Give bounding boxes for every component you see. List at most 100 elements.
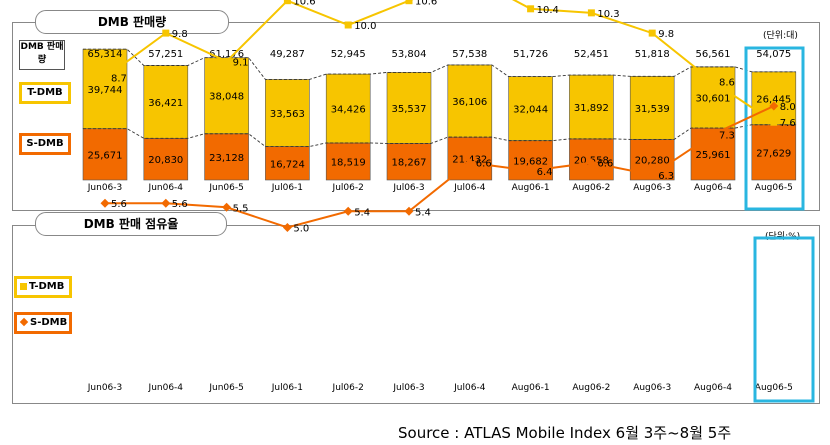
- sdmb-share-label: 6.6: [597, 159, 613, 170]
- sdmb-value-label: 18,267: [392, 158, 427, 169]
- x-tick-label: Jun06-3: [87, 183, 123, 193]
- sdmb-point: [647, 170, 657, 180]
- tdmb-point: [587, 9, 595, 17]
- tdmb-share-label: 9.1: [233, 57, 249, 68]
- tdmb-point: [223, 57, 231, 65]
- sdmb-share-label: 6.6: [476, 159, 492, 170]
- square-marker-icon: [20, 282, 27, 290]
- sdmb-value-label: 16,724: [270, 159, 305, 170]
- x-tick-label: Aug06-1: [512, 383, 550, 393]
- x-tick-label: Aug06-5: [755, 383, 793, 393]
- x-tick-label: Aug06-5: [755, 183, 793, 193]
- tdmb-value-label: 36,421: [148, 98, 183, 109]
- market-share-title: DMB 판매 점유율: [35, 212, 227, 236]
- market-share-panel: [12, 225, 820, 404]
- sdmb-share-label: 5.6: [172, 199, 188, 210]
- tdmb-share-label: 10.0: [354, 21, 376, 32]
- sdmb-share-label: 5.4: [415, 207, 431, 218]
- tdmb-bar: [690, 66, 736, 129]
- legend-sdmb-line: S-DMB: [14, 312, 72, 334]
- tdmb-share-label: 9.8: [658, 29, 674, 40]
- x-tick-label: Jul06-1: [271, 183, 303, 193]
- tdmb-value-label: 33,563: [270, 109, 305, 120]
- sdmb-point: [708, 129, 718, 139]
- x-tick-label: Aug06-2: [572, 183, 610, 193]
- sdmb-bar: [82, 128, 128, 181]
- tdmb-point: [709, 78, 717, 86]
- x-tick-label: Aug06-3: [633, 183, 671, 193]
- tdmb-share-label: 10.6: [293, 0, 315, 8]
- tdmb-point: [405, 0, 413, 5]
- tdmb-share-label: 10.3: [597, 9, 619, 20]
- legend-tdmb-bar: T-DMB: [19, 82, 71, 104]
- sdmb-value-label: 19,682: [513, 156, 548, 167]
- sdmb-bar: [325, 142, 371, 181]
- total-value-label: 53,804: [392, 49, 427, 60]
- x-tick-label: Jul06-4: [453, 183, 486, 193]
- sdmb-point: [282, 223, 292, 232]
- sdmb-point: [526, 166, 536, 176]
- sdmb-point: [343, 206, 353, 216]
- x-tick-label: Jun06-4: [148, 383, 184, 393]
- x-tick-label: Jul06-3: [392, 383, 424, 393]
- tdmb-value-label: 26,445: [756, 94, 791, 105]
- sales-volume-title: DMB 판매량: [35, 10, 229, 34]
- sdmb-point: [161, 198, 171, 208]
- sdmb-share-label: 5.0: [293, 224, 309, 235]
- sdmb-point: [222, 202, 232, 212]
- total-value-label: 57,251: [148, 49, 183, 60]
- highlight-box-latest-line: [753, 236, 815, 403]
- tdmb-value-label: 35,537: [392, 104, 427, 115]
- legend-tdmb-line-label: T-DMB: [29, 281, 65, 292]
- tdmb-value-label: 36,106: [452, 97, 487, 108]
- x-tick-label: Aug06-3: [633, 383, 671, 393]
- tdmb-point: [344, 21, 352, 29]
- sdmb-share-label: 7.3: [719, 130, 735, 141]
- sdmb-top-connector: [83, 124, 796, 148]
- sdmb-bar: [204, 133, 249, 181]
- sdmb-share-label: 6.3: [658, 171, 674, 182]
- sdmb-share-label: 8.0: [780, 102, 796, 113]
- x-tick-label: Aug06-4: [694, 383, 732, 393]
- total-value-label: 54,075: [756, 49, 791, 60]
- legend-tdmb-line: T-DMB: [14, 276, 72, 298]
- total-value-label: 51,818: [635, 49, 670, 60]
- x-tick-label: Jun06-5: [208, 183, 244, 193]
- x-tick-label: Aug06-2: [572, 383, 610, 393]
- tdmb-value-label: 31,539: [635, 104, 670, 115]
- x-tick-label: Aug06-1: [512, 183, 550, 193]
- sdmb-share-label: 5.6: [111, 199, 127, 210]
- tdmb-point: [770, 118, 778, 126]
- tdmb-share-label: 9.8: [172, 29, 188, 40]
- legend-sdmb-bar: S-DMB: [19, 133, 71, 155]
- total-value-label: 57,538: [452, 49, 487, 60]
- highlight-box-latest-bar: [744, 46, 805, 211]
- row-label-box: DMB 판매량: [19, 40, 65, 70]
- tdmb-value-label: 38,048: [209, 92, 244, 103]
- total-value-label: 49,287: [270, 49, 305, 60]
- tdmb-value-label: 32,044: [513, 105, 548, 116]
- tdmb-share-label: 8.6: [719, 78, 735, 89]
- tdmb-point: [283, 0, 291, 5]
- sdmb-value-label: 27,629: [756, 148, 791, 159]
- tdmb-value-label: 30,601: [696, 93, 731, 104]
- tdmb-bar: [82, 48, 128, 129]
- legend-sdmb-line-label: S-DMB: [30, 317, 68, 328]
- sdmb-value-label: 23,128: [209, 153, 244, 164]
- tdmb-share-label: 8.7: [111, 74, 127, 85]
- tdmb-bar: [569, 74, 614, 140]
- sdmb-point: [769, 101, 779, 111]
- tdmb-point: [101, 74, 109, 82]
- tdmb-value-label: 31,892: [574, 103, 609, 114]
- tdmb-share-line: [104, 0, 775, 124]
- tdmb-point: [162, 29, 170, 37]
- source-note: Source : ATLAS Mobile Index 6월 3주~8월 5주: [398, 424, 732, 442]
- sdmb-share-label: 5.5: [233, 203, 249, 214]
- sdmb-share-label: 6.4: [537, 167, 553, 178]
- tdmb-bar: [629, 76, 675, 140]
- total-value-label: 52,451: [574, 49, 609, 60]
- sdmb-value-label: 25,671: [88, 150, 123, 161]
- tdmb-bar: [204, 57, 249, 135]
- sdmb-share-label: 5.4: [354, 207, 370, 218]
- total-value-label: 52,945: [331, 49, 366, 60]
